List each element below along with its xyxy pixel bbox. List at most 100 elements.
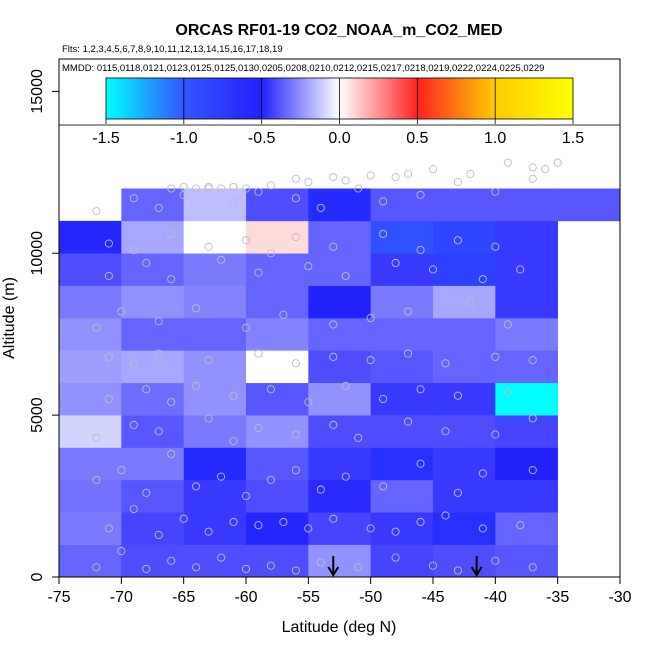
heatmap-cell <box>433 415 496 448</box>
observation-point <box>266 249 275 258</box>
x-tick-label: -75 <box>47 589 70 606</box>
observation-point <box>229 391 238 400</box>
observation-point <box>304 524 313 533</box>
x-tick-label: -50 <box>359 589 382 606</box>
x-tick-label: -35 <box>546 589 569 606</box>
heatmap-cell <box>59 512 122 545</box>
heatmap-cell <box>59 479 122 513</box>
heatmap-cell <box>308 253 371 286</box>
observation-point <box>167 556 176 565</box>
heatmap-cell <box>246 285 309 319</box>
observation-point <box>229 182 238 191</box>
observation-point <box>404 169 413 178</box>
colorbar-tick-label: 0.0 <box>328 130 350 147</box>
heatmap-cell <box>59 220 122 254</box>
heatmap-cell <box>59 350 122 384</box>
observation-point <box>266 561 275 570</box>
observation-point <box>129 504 138 514</box>
observation-point <box>167 229 176 238</box>
observation-point <box>217 553 226 562</box>
heatmap-cell <box>308 318 371 351</box>
observation-point <box>117 307 126 316</box>
heatmap-cell <box>183 350 247 384</box>
heatmap-cell <box>308 479 371 513</box>
observation-point <box>104 394 113 403</box>
x-tick-label: -65 <box>172 589 195 606</box>
heatmap-cell <box>121 350 184 384</box>
colorbar-tick-label: -1.5 <box>92 130 120 147</box>
heatmap-cell <box>370 350 434 384</box>
observation-point <box>217 184 226 193</box>
observation-point <box>516 521 525 530</box>
observation-point <box>154 530 163 539</box>
observation-point <box>528 466 537 475</box>
heatmap-cell <box>308 544 371 577</box>
heatmap-cell <box>370 447 434 481</box>
observation-point <box>92 475 101 484</box>
observation-point <box>491 352 500 361</box>
heatmap-cell <box>183 479 247 513</box>
heatmap-cell <box>433 188 496 222</box>
observation-point <box>241 323 251 332</box>
heatmap-cell <box>495 253 558 286</box>
observation-point <box>316 558 325 567</box>
observation-point <box>441 511 450 520</box>
observation-point <box>291 233 300 242</box>
observation-point <box>329 514 338 523</box>
observation-point <box>503 158 512 167</box>
observation-point <box>104 352 113 361</box>
heatmap-cell <box>246 447 309 481</box>
heatmap-cell <box>246 220 309 254</box>
observation-point <box>453 236 462 245</box>
heatmap-cell <box>308 382 371 416</box>
x-tick-label: -60 <box>234 589 257 606</box>
observation-point <box>192 184 201 193</box>
observation-point <box>241 564 251 573</box>
colorbar-tick-label: 1.0 <box>484 130 506 147</box>
heatmap-cell <box>246 188 309 222</box>
heatmap-cell <box>246 544 309 577</box>
heatmap-cell <box>246 382 309 416</box>
observation-point <box>92 323 101 332</box>
heatmap-cell <box>59 544 122 577</box>
observation-point <box>466 297 475 306</box>
observation-point <box>503 320 512 329</box>
observation-point <box>366 313 375 323</box>
observation-point <box>204 242 213 251</box>
heatmap-cell <box>495 350 558 384</box>
observation-point <box>416 245 425 255</box>
observation-point <box>129 245 138 255</box>
heatmap-cell <box>433 318 496 351</box>
observation-points <box>92 158 562 575</box>
observation-point <box>291 174 300 183</box>
heatmap-cell <box>183 253 247 286</box>
heatmap-cell <box>433 447 496 481</box>
observation-point <box>428 165 438 174</box>
observation-point <box>229 197 238 206</box>
observation-point <box>341 472 350 481</box>
observation-point <box>341 381 350 391</box>
y-tick-label: 15000 <box>29 69 46 114</box>
observation-point <box>167 184 176 193</box>
heatmap-cell <box>495 220 558 254</box>
observation-point <box>92 563 101 572</box>
observation-point <box>404 349 413 358</box>
heatmap-cell <box>183 544 247 577</box>
observation-point <box>142 385 151 394</box>
heatmap-cell <box>59 415 122 448</box>
y-tick-label: 10000 <box>29 231 46 276</box>
observation-point <box>179 190 188 200</box>
observation-point <box>154 349 163 358</box>
heatmap-cell <box>433 350 496 384</box>
heatmap-cell <box>308 220 371 254</box>
observation-point <box>354 563 363 572</box>
heatmap-cell <box>433 544 496 577</box>
observation-point <box>254 187 263 196</box>
observation-point <box>466 169 475 178</box>
observation-point <box>291 359 300 368</box>
arrow-head <box>327 566 340 577</box>
observation-point <box>304 177 313 187</box>
observation-point <box>366 356 375 365</box>
chart-dates-subtitle: MMDD: 0115,0118,0121,0123,0125,0125,0130… <box>62 63 544 74</box>
